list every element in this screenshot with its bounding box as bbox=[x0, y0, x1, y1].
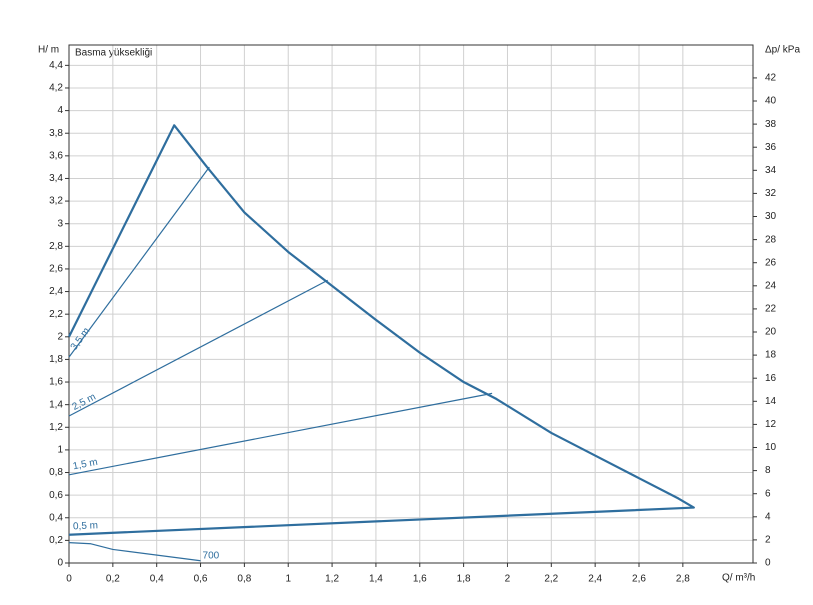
y-tick-label: 1,8 bbox=[49, 354, 63, 365]
y2-tick-label: 34 bbox=[765, 165, 777, 176]
series-line bbox=[68, 166, 210, 358]
x-tick-label: 1,4 bbox=[369, 574, 383, 585]
y2-tick-label: 22 bbox=[765, 304, 777, 315]
y-tick-label: 0,4 bbox=[49, 512, 63, 523]
y2-tick-label: 40 bbox=[765, 96, 777, 107]
y-tick-label: 1,2 bbox=[49, 422, 63, 433]
y2-tick-label: 24 bbox=[765, 280, 777, 291]
plot-frame bbox=[68, 44, 754, 564]
x-tick-label: 1,6 bbox=[413, 574, 427, 585]
y-tick-label: 2,4 bbox=[49, 286, 63, 297]
y2-tick-label: 8 bbox=[765, 465, 771, 476]
series-line bbox=[68, 124, 695, 536]
x-tick-label: 2,2 bbox=[544, 574, 558, 585]
y2-tick-label: 12 bbox=[765, 419, 777, 430]
y-tick-label: 3 bbox=[57, 218, 63, 229]
series-label: 700 bbox=[203, 550, 220, 561]
y2-tick-label: 28 bbox=[765, 234, 777, 245]
y-tick-label: 3,4 bbox=[49, 173, 63, 184]
y2-axis-label: Δp/ kPa bbox=[765, 45, 800, 56]
y2-tick-label: 20 bbox=[765, 327, 777, 338]
y-tick-label: 4,4 bbox=[49, 60, 63, 71]
series-label: 1,5 m bbox=[72, 457, 99, 473]
y-tick-label: 2,6 bbox=[49, 264, 63, 275]
y2-tick-label: 4 bbox=[765, 511, 771, 522]
series-line bbox=[68, 279, 328, 417]
series-label: 0,5 m bbox=[73, 520, 98, 532]
y2-tick-label: 38 bbox=[765, 119, 777, 130]
y-tick-label: 0,8 bbox=[49, 467, 63, 478]
y-tick-label: 3,6 bbox=[49, 150, 63, 161]
x-tick-label: 2,6 bbox=[632, 574, 646, 585]
y-tick-label: 3,2 bbox=[49, 196, 63, 207]
y-tick-label: 4,2 bbox=[49, 83, 63, 94]
x-tick-label: 2 bbox=[505, 574, 511, 585]
y2-tick-label: 30 bbox=[765, 211, 777, 222]
x-axis-label: Q/ m³/h bbox=[722, 573, 755, 584]
y2-tick-label: 6 bbox=[765, 488, 771, 499]
series-line bbox=[68, 542, 201, 562]
series-line bbox=[68, 506, 694, 536]
x-tick-label: 2,8 bbox=[676, 574, 690, 585]
y-tick-label: 0,2 bbox=[49, 535, 63, 546]
y-tick-label: 1,6 bbox=[49, 377, 63, 388]
x-tick-label: 0,8 bbox=[237, 574, 251, 585]
y-axis-label: H/ m bbox=[38, 45, 59, 56]
x-tick-label: 0 bbox=[66, 574, 72, 585]
y-tick-label: 1 bbox=[57, 445, 63, 456]
y2-tick-label: 0 bbox=[765, 558, 771, 569]
y-tick-label: 2 bbox=[57, 331, 63, 342]
y-tick-label: 4 bbox=[57, 105, 63, 116]
y-tick-label: 2,2 bbox=[49, 309, 63, 320]
y2-tick-label: 2 bbox=[765, 535, 771, 546]
y2-tick-label: 26 bbox=[765, 257, 777, 268]
y2-tick-label: 32 bbox=[765, 188, 777, 199]
x-tick-label: 2,4 bbox=[588, 574, 602, 585]
chart-title: Basma yüksekliği bbox=[75, 48, 152, 59]
x-tick-label: 0,2 bbox=[106, 574, 120, 585]
series-label: 2,5 m bbox=[71, 392, 98, 413]
y2-tick-label: 18 bbox=[765, 350, 777, 361]
x-tick-label: 1,8 bbox=[457, 574, 471, 585]
y-tick-label: 1,4 bbox=[49, 399, 63, 410]
y2-tick-label: 10 bbox=[765, 442, 777, 453]
y2-tick-label: 16 bbox=[765, 373, 777, 384]
y-tick-label: 2,8 bbox=[49, 241, 63, 252]
x-tick-label: 0,4 bbox=[150, 574, 164, 585]
y2-tick-label: 42 bbox=[765, 73, 777, 84]
y-tick-label: 0 bbox=[57, 558, 63, 569]
y2-tick-label: 36 bbox=[765, 142, 777, 153]
x-tick-label: 1 bbox=[285, 574, 291, 585]
x-tick-label: 1,2 bbox=[325, 574, 339, 585]
y-tick-label: 0,6 bbox=[49, 490, 63, 501]
x-tick-label: 0,6 bbox=[194, 574, 208, 585]
series-line bbox=[68, 392, 493, 476]
y2-tick-label: 14 bbox=[765, 396, 777, 407]
y-tick-label: 3,8 bbox=[49, 128, 63, 139]
